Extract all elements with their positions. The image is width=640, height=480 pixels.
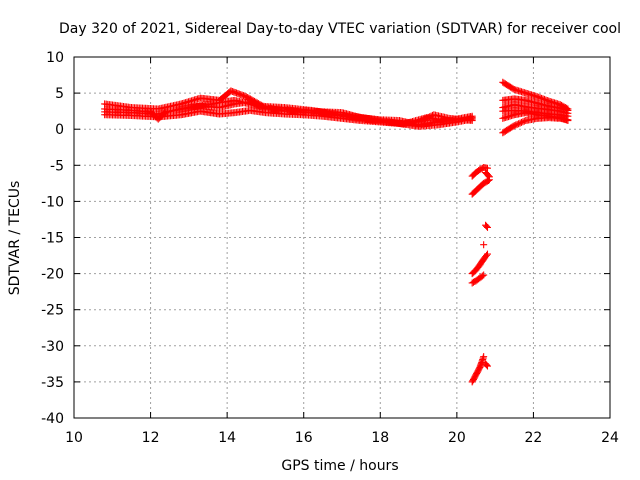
data-point: [468, 112, 476, 120]
y-tick-label: 5: [55, 86, 64, 102]
y-tick-label: -40: [41, 411, 64, 427]
series-drop-i: [482, 360, 491, 370]
data-points: [101, 78, 572, 386]
data-point: [483, 251, 491, 259]
series-drop-h: [468, 353, 488, 386]
x-tick-label: 12: [142, 430, 160, 446]
y-tick-label: 0: [55, 122, 64, 138]
series-late-e: [499, 109, 572, 125]
data-point: [485, 173, 493, 181]
x-tick-label: 16: [295, 430, 313, 446]
series-drop-a: [468, 163, 491, 180]
data-point: [484, 172, 492, 180]
series-track-d: [101, 96, 476, 128]
y-tick-label: 10: [46, 50, 64, 66]
chart-title: Day 320 of 2021, Sidereal Day-to-day VTE…: [59, 21, 621, 37]
y-tick-label: -30: [41, 339, 64, 355]
series-drop-e: [480, 241, 488, 249]
series-drop-c: [482, 169, 493, 181]
y-tick-label: -15: [41, 231, 64, 247]
x-axis-label: GPS time / hours: [281, 458, 398, 474]
x-tick-label: 20: [448, 430, 466, 446]
data-point: [483, 362, 491, 370]
data-point: [564, 109, 572, 117]
y-axis-label: SDTVAR / TECUs: [7, 181, 23, 296]
series-late-f: [499, 101, 572, 117]
data-point: [480, 353, 488, 361]
data-point: [483, 164, 491, 172]
y-tick-label: -25: [41, 303, 64, 319]
x-tick-label: 18: [371, 430, 389, 446]
series-drop-d: [482, 221, 491, 231]
data-point: [480, 241, 488, 249]
data-point: [483, 222, 491, 230]
data-point: [480, 271, 488, 279]
series-drop-b: [468, 176, 493, 198]
y-tick-label: -10: [41, 194, 64, 210]
plot-frame: [73, 56, 611, 419]
y-tick-label: -35: [41, 375, 64, 391]
x-tick-label: 24: [601, 430, 619, 446]
data-point: [564, 117, 572, 125]
axis-ticks: 10 12 14 16 18 20 22 24 10 5 0 -5 -10 -15 -20 -25 -30 -35…: [41, 50, 619, 446]
series-drop-g: [468, 271, 488, 287]
x-tick-label: 10: [65, 430, 83, 446]
series-track-b: [101, 98, 476, 127]
x-tick-label: 14: [218, 430, 236, 446]
y-tick-label: -20: [41, 267, 64, 283]
series-drop-f: [468, 250, 491, 278]
data-point: [478, 272, 486, 280]
data-point: [483, 223, 491, 231]
x-tick-label: 22: [525, 430, 543, 446]
y-tick-label: -5: [50, 158, 64, 174]
data-point: [483, 250, 491, 258]
data-point: [483, 361, 491, 369]
